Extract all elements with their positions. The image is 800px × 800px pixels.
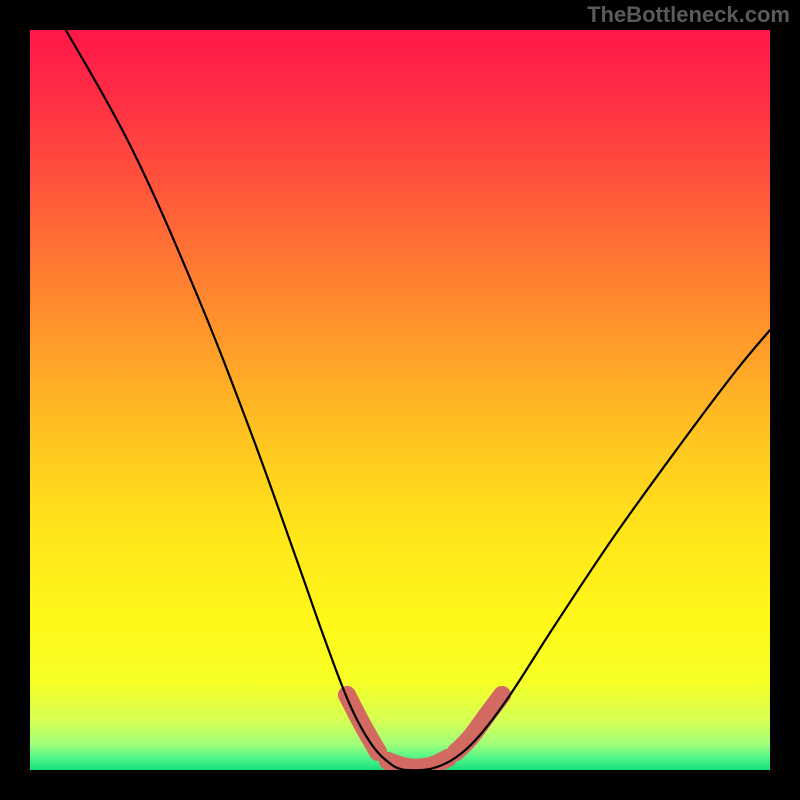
highlight-cap-5 (493, 686, 511, 704)
bottleneck-curve-chart: TheBottleneck.com (0, 0, 800, 800)
chart-container: TheBottleneck.com (0, 0, 800, 800)
highlight-cap-0 (338, 686, 356, 704)
gradient-background (30, 30, 770, 770)
watermark-text: TheBottleneck.com (587, 2, 790, 27)
